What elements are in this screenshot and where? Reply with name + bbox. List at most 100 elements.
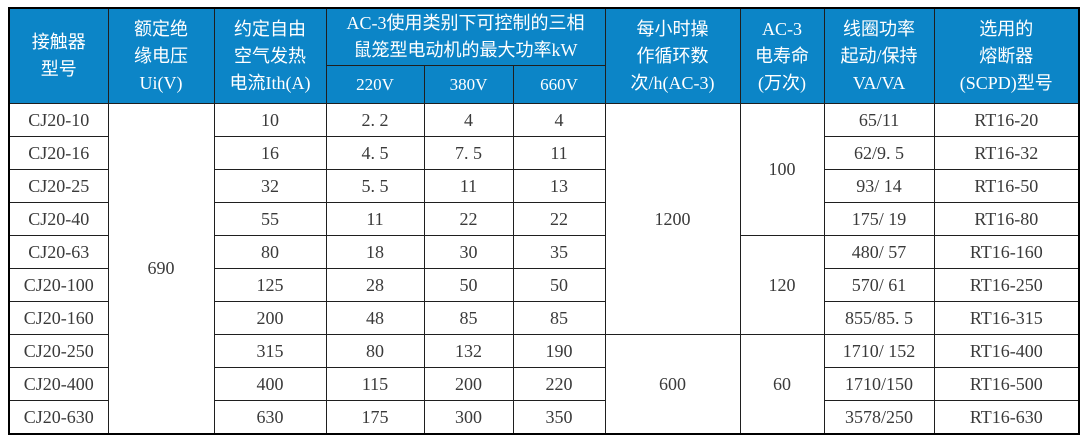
- electrical-life-cell: 120: [739, 235, 825, 335]
- fuse-model-cell: RT16-500: [933, 367, 1080, 401]
- model-cell: CJ20-250: [8, 334, 109, 368]
- model-cell: CJ20-400: [8, 367, 109, 401]
- power-380v-cell: 200: [423, 367, 514, 401]
- power-380v-cell: 4: [423, 103, 514, 137]
- power-660v-cell: 22: [512, 202, 606, 236]
- power-220v-cell: 4. 5: [325, 136, 425, 170]
- coil-power-cell: 3578/250: [823, 400, 935, 435]
- header-380v: 380V: [423, 65, 514, 104]
- power-660v-cell: 190: [512, 334, 606, 368]
- power-380v-cell: 50: [423, 268, 514, 302]
- coil-power-cell: 65/11: [823, 103, 935, 137]
- fuse-model-cell: RT16-20: [933, 103, 1080, 137]
- power-220v-cell: 5. 5: [325, 169, 425, 203]
- header-electrical-life: AC-3 电寿命 (万次): [739, 7, 825, 104]
- coil-power-cell: 1710/150: [823, 367, 935, 401]
- power-660v-cell: 35: [512, 235, 606, 269]
- power-220v-cell: 115: [325, 367, 425, 401]
- power-380v-cell: 85: [423, 301, 514, 335]
- thermal-current-cell: 80: [213, 235, 327, 269]
- power-220v-cell: 18: [325, 235, 425, 269]
- power-220v-cell: 2. 2: [325, 103, 425, 137]
- header-660v: 660V: [512, 65, 606, 104]
- power-220v-cell: 48: [325, 301, 425, 335]
- table-row: CJ20-160 200 48 85 85 855/85. 5 RT16-315: [8, 301, 1080, 335]
- fuse-model-cell: RT16-630: [933, 400, 1080, 435]
- power-220v-cell: 80: [325, 334, 425, 368]
- model-cell: CJ20-25: [8, 169, 109, 203]
- header-ac3-power-group: AC-3使用类别下可控制的三相 鼠笼型电动机的最大功率kW: [325, 7, 606, 66]
- power-380v-cell: 11: [423, 169, 514, 203]
- coil-power-cell: 480/ 57: [823, 235, 935, 269]
- power-660v-cell: 50: [512, 268, 606, 302]
- power-660v-cell: 4: [512, 103, 606, 137]
- table-row: CJ20-10 690 10 2. 2 4 4 1200 100 65/11 RT16-20: [8, 103, 1080, 435]
- thermal-current-cell: 16: [213, 136, 327, 170]
- model-cell: CJ20-40: [8, 202, 109, 236]
- fuse-model-cell: RT16-50: [933, 169, 1080, 203]
- thermal-current-cell: 10: [213, 103, 327, 137]
- electrical-life-cell: 100: [739, 103, 825, 236]
- power-380v-cell: 30: [423, 235, 514, 269]
- table-row: CJ20-100 125 28 50 50 570/ 61 RT16-250: [8, 268, 1080, 302]
- model-cell: CJ20-63: [8, 235, 109, 269]
- spec-table: 接触器 型号 额定绝 缘电压 Ui(V) 约定自由 空气发热 电流Ith(A) …: [8, 7, 1081, 435]
- thermal-current-cell: 55: [213, 202, 327, 236]
- power-380v-cell: 22: [423, 202, 514, 236]
- power-220v-cell: 11: [325, 202, 425, 236]
- cycles-cell: 600: [604, 334, 741, 435]
- coil-power-cell: 62/9. 5: [823, 136, 935, 170]
- header-row-voltages: 220V 380V 660V: [9, 65, 1079, 104]
- table-row: CJ20-250 315 80 132 190 600 60 1710/ 152 RT16-40…: [8, 334, 1080, 435]
- power-220v-cell: 175: [325, 400, 425, 435]
- fuse-model-cell: RT16-160: [933, 235, 1080, 269]
- header-coil-power: 线圈功率 起动/保持 VA/VA: [823, 7, 935, 104]
- model-cell: CJ20-16: [8, 136, 109, 170]
- power-380v-cell: 300: [423, 400, 514, 435]
- table-row: CJ20-630 630 175 300 350 3578/250 RT16-630: [8, 400, 1080, 435]
- power-380v-cell: 7. 5: [423, 136, 514, 170]
- model-cell: CJ20-160: [8, 301, 109, 335]
- table-row: CJ20-63 80 18 30 35 120 480/ 57 RT16-160: [8, 235, 1080, 335]
- table-row: CJ20-400 400 115 200 220 1710/150 RT16-500: [8, 367, 1080, 401]
- header-row-group: 接触器 型号 额定绝 缘电压 Ui(V) 约定自由 空气发热 电流Ith(A) …: [8, 7, 1080, 104]
- power-660v-cell: 220: [512, 367, 606, 401]
- model-cell: CJ20-100: [8, 268, 109, 302]
- fuse-model-cell: RT16-80: [933, 202, 1080, 236]
- header-fuse-model: 选用的 熔断器 (SCPD)型号: [933, 7, 1080, 104]
- model-cell: CJ20-630: [8, 400, 109, 435]
- thermal-current-cell: 200: [213, 301, 327, 335]
- coil-power-cell: 855/85. 5: [823, 301, 935, 335]
- power-660v-cell: 13: [512, 169, 606, 203]
- fuse-model-cell: RT16-32: [933, 136, 1080, 170]
- header-contactor-model: 接触器 型号: [8, 7, 109, 104]
- thermal-current-cell: 630: [213, 400, 327, 435]
- table-row: CJ20-40 55 11 22 22 175/ 19 RT16-80: [8, 202, 1080, 236]
- coil-power-cell: 93/ 14: [823, 169, 935, 203]
- header-220v: 220V: [325, 65, 425, 104]
- thermal-current-cell: 125: [213, 268, 327, 302]
- thermal-current-cell: 32: [213, 169, 327, 203]
- fuse-model-cell: RT16-315: [933, 301, 1080, 335]
- spec-table-body: CJ20-10 690 10 2. 2 4 4 1200 100 65/11 RT16-20 CJ2…: [8, 103, 1080, 435]
- model-cell: CJ20-10: [8, 103, 109, 137]
- header-thermal-current: 约定自由 空气发热 电流Ith(A): [213, 7, 327, 104]
- thermal-current-cell: 400: [213, 367, 327, 401]
- fuse-model-cell: RT16-250: [933, 268, 1080, 302]
- cycles-cell: 1200: [604, 103, 741, 335]
- power-220v-cell: 28: [325, 268, 425, 302]
- electrical-life-cell: 60: [739, 334, 825, 435]
- thermal-current-cell: 315: [213, 334, 327, 368]
- table-row: CJ20-16 16 4. 5 7. 5 11 62/9. 5 RT16-32: [8, 136, 1080, 170]
- power-380v-cell: 132: [423, 334, 514, 368]
- table-row: CJ20-25 32 5. 5 11 13 93/ 14 RT16-50: [8, 169, 1080, 203]
- power-660v-cell: 85: [512, 301, 606, 335]
- coil-power-cell: 1710/ 152: [823, 334, 935, 368]
- coil-power-cell: 570/ 61: [823, 268, 935, 302]
- spec-table-header: 接触器 型号 额定绝 缘电压 Ui(V) 约定自由 空气发热 电流Ith(A) …: [8, 7, 1080, 104]
- header-cycles-per-hour: 每小时操 作循环数 次/h(AC-3): [604, 7, 741, 104]
- fuse-model-cell: RT16-400: [933, 334, 1080, 368]
- insulation-voltage-cell: 690: [107, 103, 215, 435]
- header-insulation-voltage: 额定绝 缘电压 Ui(V): [107, 7, 215, 104]
